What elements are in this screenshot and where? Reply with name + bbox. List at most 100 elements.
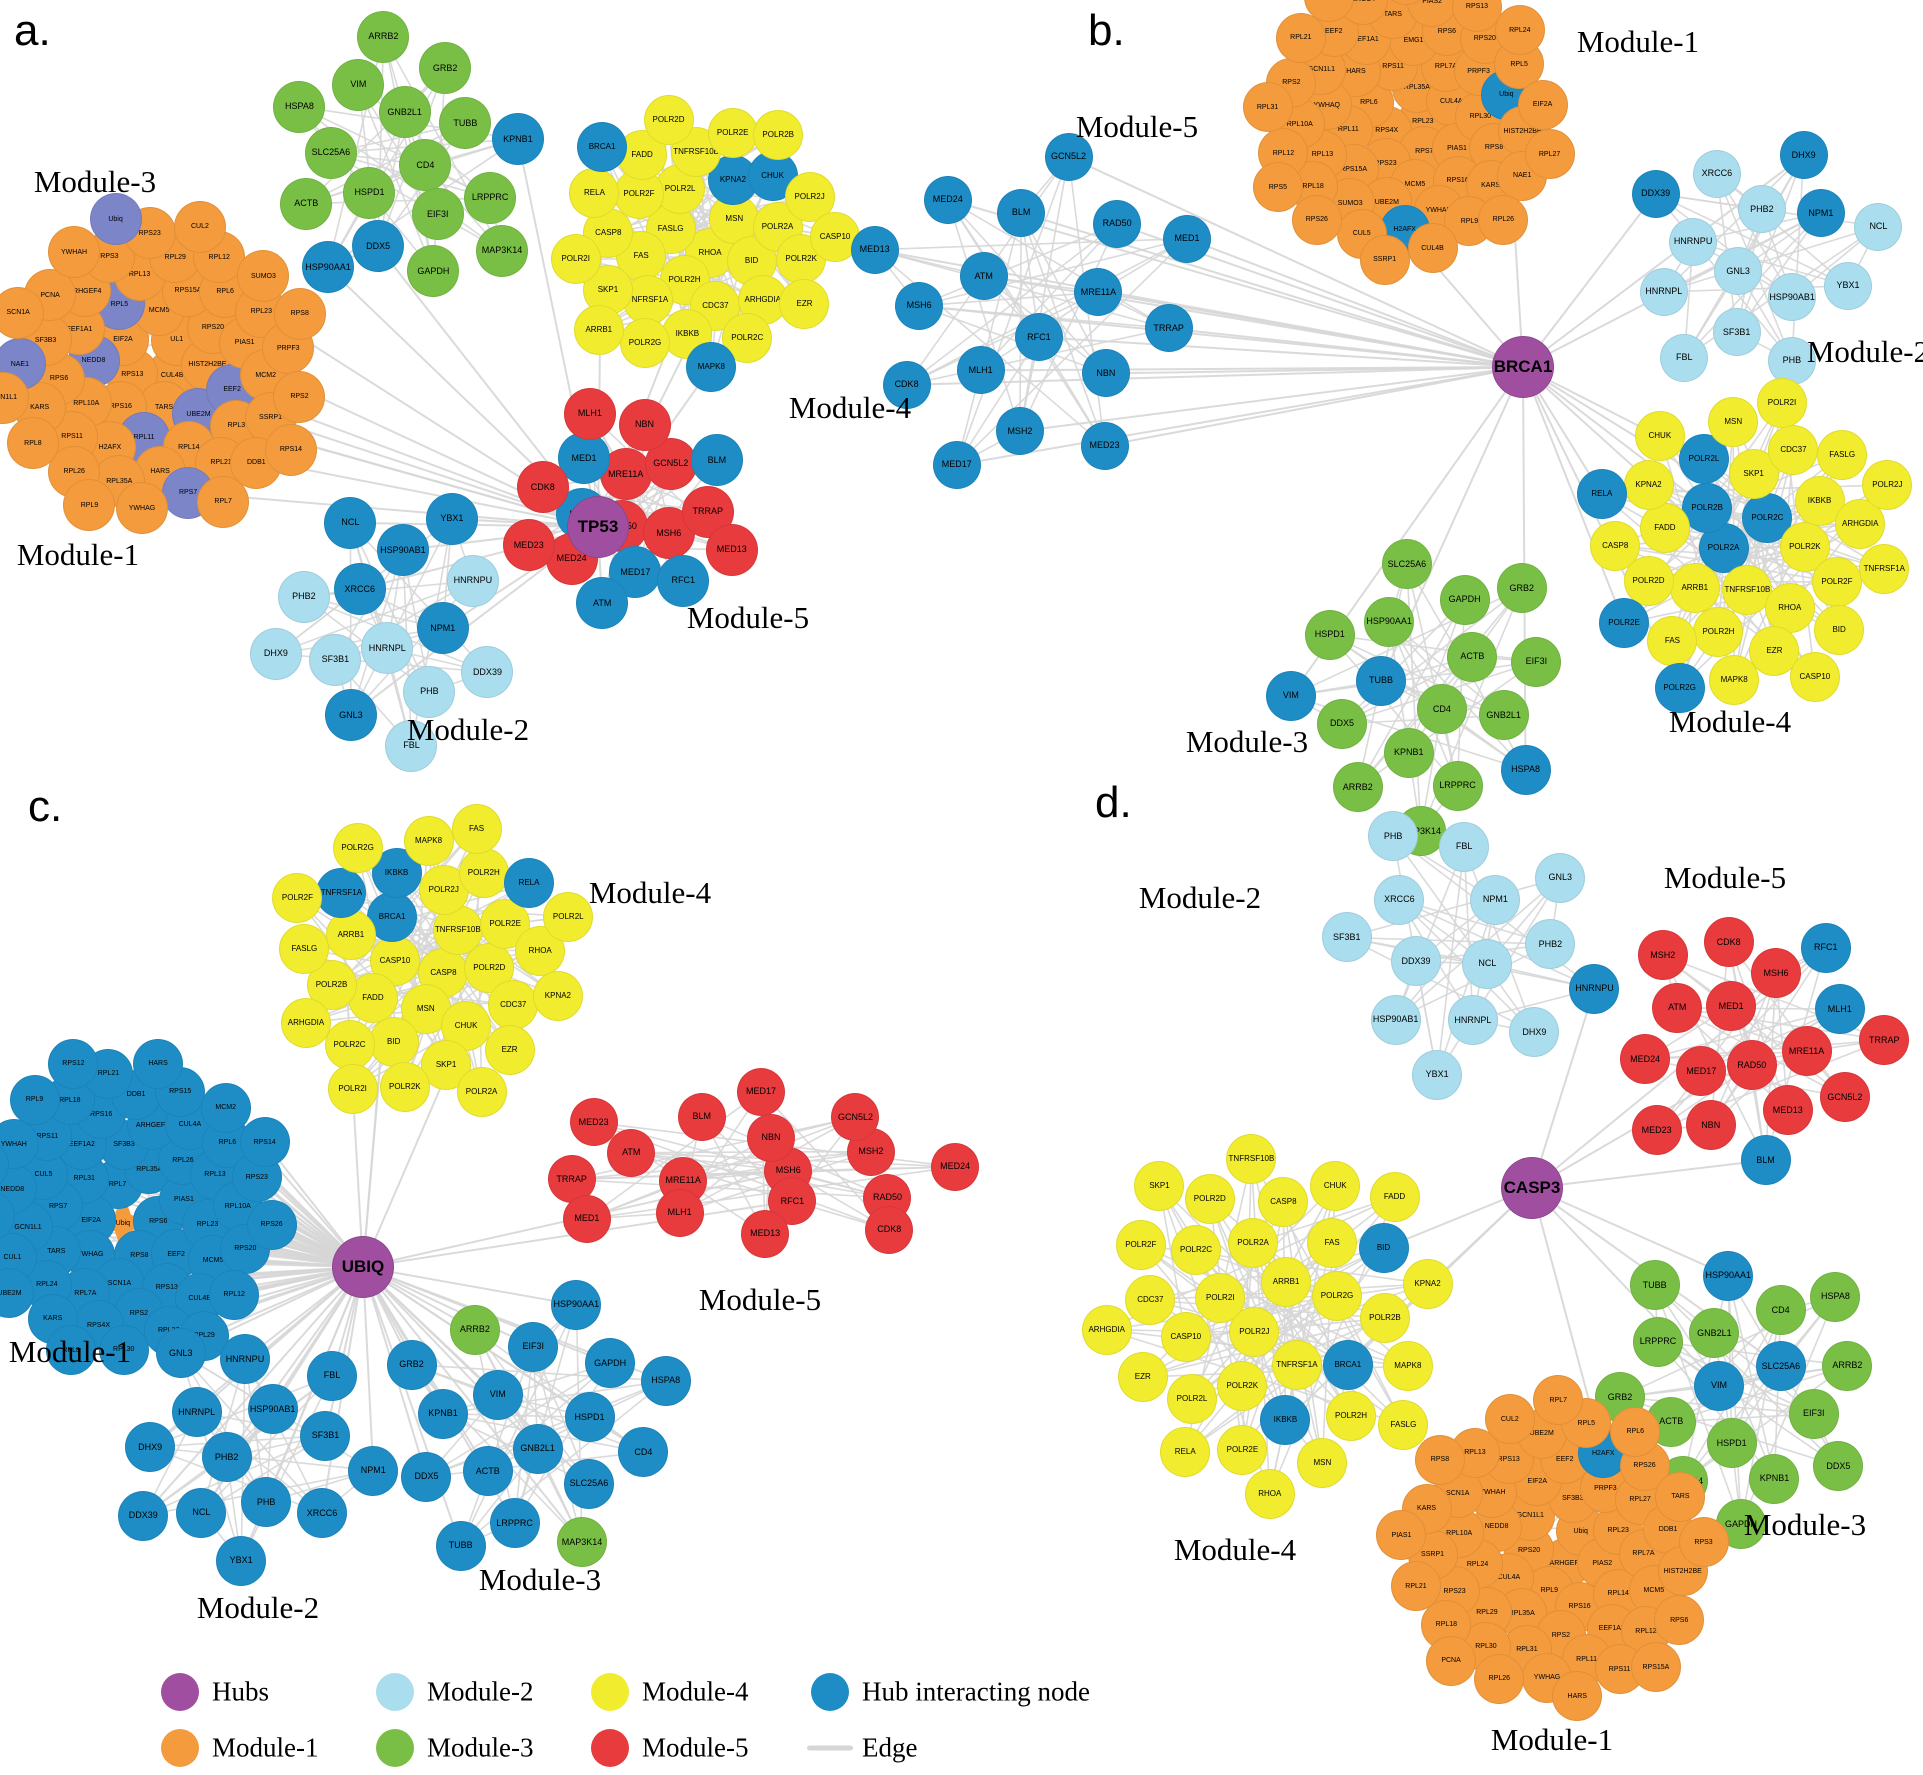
network-node[interactable]: POLR2I	[1756, 378, 1807, 428]
network-node[interactable]: RPL26	[1478, 194, 1529, 245]
network-node[interactable]: VIM	[1694, 1360, 1745, 1411]
network-node[interactable]: POLR2H	[1693, 606, 1744, 657]
network-node[interactable]: SLC25A6	[1755, 1341, 1806, 1392]
network-node[interactable]: CDC37	[1125, 1275, 1176, 1326]
network-node[interactable]: GNB2L1	[512, 1423, 563, 1474]
network-node[interactable]: MSN	[1708, 396, 1759, 447]
network-node[interactable]: POLR2L	[1167, 1373, 1217, 1424]
hub-node-casp3[interactable]: CASP3	[1501, 1157, 1563, 1219]
network-node[interactable]: MED13	[1762, 1085, 1813, 1136]
network-node[interactable]: CUL2	[173, 200, 226, 253]
network-node[interactable]: MED1	[557, 432, 610, 485]
network-node[interactable]: KPNB1	[491, 113, 544, 166]
network-node[interactable]: SLC25A6	[1381, 539, 1432, 590]
network-node[interactable]: HSP90AB1	[376, 524, 429, 577]
network-node[interactable]: RPL12	[209, 1269, 260, 1320]
network-node[interactable]: TUBB	[435, 1520, 486, 1571]
network-node[interactable]: ACTB	[1447, 631, 1498, 682]
network-node[interactable]: DHX9	[1779, 131, 1828, 180]
network-node[interactable]: MLH1	[655, 1188, 704, 1237]
network-node[interactable]: MED1	[1163, 214, 1212, 263]
network-node[interactable]: HNRNPL	[361, 622, 414, 675]
network-node[interactable]: FADD	[1639, 503, 1690, 554]
network-node[interactable]: YWHAG	[116, 482, 168, 535]
network-node[interactable]: MRE11A	[1074, 268, 1123, 317]
network-node[interactable]: RELA	[1576, 468, 1627, 519]
network-node[interactable]: FBL	[385, 719, 438, 772]
network-node[interactable]: BLM	[690, 434, 743, 487]
network-node[interactable]: ARRB1	[1261, 1257, 1312, 1308]
network-node[interactable]: RPL7	[1533, 1375, 1584, 1426]
network-node[interactable]: PHB2	[1737, 185, 1786, 234]
hub-node-tp53[interactable]: TP53	[567, 496, 629, 558]
network-node[interactable]: CDC37	[488, 979, 539, 1030]
network-node[interactable]: RPS15A	[1630, 1642, 1681, 1693]
network-node[interactable]: EIF3I	[1511, 636, 1562, 687]
network-node[interactable]: NBN	[618, 398, 671, 451]
network-node[interactable]: KPNA2	[1402, 1258, 1453, 1309]
network-node[interactable]: KPNB1	[418, 1388, 469, 1439]
network-node[interactable]: GAPDH	[585, 1338, 636, 1389]
network-node[interactable]: MAPK8	[403, 816, 454, 867]
network-node[interactable]: NBN	[1081, 349, 1130, 398]
network-node[interactable]: TNFRSF10B	[1226, 1133, 1277, 1184]
network-node[interactable]: XRCC6	[297, 1488, 348, 1539]
network-node[interactable]: GAPDH	[1439, 574, 1490, 625]
network-node[interactable]: PCNA	[1426, 1635, 1477, 1686]
network-node[interactable]: RPL31	[1242, 82, 1293, 133]
network-node[interactable]: GRB2	[1496, 563, 1547, 614]
network-node[interactable]: RPS26	[246, 1199, 297, 1250]
network-node[interactable]: MED23	[1631, 1105, 1682, 1156]
network-node[interactable]: CD4	[1755, 1285, 1806, 1336]
network-node[interactable]: CDK8	[865, 1205, 914, 1254]
network-node[interactable]: ARRB1	[573, 304, 624, 355]
network-node[interactable]: YBX1	[216, 1535, 267, 1586]
network-node[interactable]: PHB	[403, 665, 456, 718]
network-node[interactable]: GNL3	[324, 689, 377, 742]
network-node[interactable]: LRPPRC	[464, 171, 517, 224]
network-node[interactable]: POLR2E	[1217, 1424, 1268, 1475]
network-node[interactable]: MSH6	[895, 281, 944, 330]
network-node[interactable]: MLH1	[1814, 984, 1865, 1035]
network-node[interactable]: GNL3	[1714, 247, 1763, 296]
network-node[interactable]: TUBB	[439, 97, 492, 150]
network-node[interactable]: ARHGDIA	[280, 997, 331, 1048]
network-node[interactable]: MCM2	[200, 1082, 251, 1133]
network-node[interactable]: CASP8	[1590, 521, 1641, 572]
network-node[interactable]: SF3B1	[1712, 308, 1761, 357]
network-node[interactable]: MED1	[562, 1194, 611, 1243]
hub-node-brca1[interactable]: BRCA1	[1492, 336, 1554, 398]
network-node[interactable]: PHB2	[201, 1432, 252, 1482]
network-node[interactable]: KPNA2	[532, 970, 583, 1021]
network-node[interactable]: POLR2B	[1682, 482, 1733, 533]
network-node[interactable]: MAP3K14	[556, 1517, 607, 1568]
network-node[interactable]: ARRB2	[357, 10, 410, 63]
network-node[interactable]: PHB	[1368, 811, 1419, 862]
network-node[interactable]: RPS6	[1654, 1595, 1705, 1646]
network-node[interactable]: NCL	[1462, 938, 1513, 989]
network-node[interactable]: RAD50	[1726, 1040, 1777, 1091]
network-node[interactable]: BLM	[1740, 1135, 1791, 1186]
network-node[interactable]: CASP10	[1789, 652, 1840, 702]
network-node[interactable]: HSPA8	[640, 1355, 691, 1406]
network-node[interactable]: CUL2	[1484, 1394, 1535, 1445]
network-node[interactable]: NCL	[324, 496, 377, 549]
network-node[interactable]: MSH2	[1637, 930, 1688, 981]
network-node[interactable]: MED24	[923, 175, 972, 224]
network-node[interactable]: POLR2B	[753, 110, 804, 161]
network-node[interactable]: DDX39	[1631, 169, 1680, 218]
network-node[interactable]: YBX1	[425, 492, 478, 545]
network-node[interactable]: HNRNPU	[1569, 963, 1620, 1014]
network-node[interactable]: FASLG	[1378, 1399, 1429, 1450]
network-node[interactable]: PIAS1	[1376, 1510, 1427, 1561]
network-node[interactable]: BRCA1	[1322, 1339, 1373, 1390]
network-node[interactable]: SF3B1	[300, 1410, 351, 1461]
network-node[interactable]: RPL8	[46, 1325, 97, 1376]
network-node[interactable]: NBN	[1685, 1100, 1736, 1151]
network-node[interactable]: NPM1	[1796, 189, 1845, 237]
network-node[interactable]: MAP3K14	[476, 224, 528, 277]
network-node[interactable]: RPS12	[48, 1038, 99, 1089]
network-node[interactable]: TNFRSF1A	[1859, 543, 1910, 594]
network-node[interactable]: SSRP1	[1359, 234, 1410, 285]
network-node[interactable]: MED24	[931, 1142, 980, 1191]
